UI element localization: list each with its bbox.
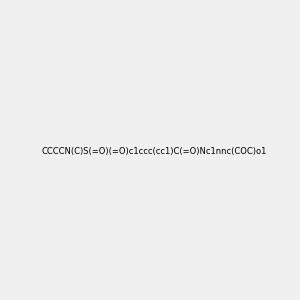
- Text: CCCCN(C)S(=O)(=O)c1ccc(cc1)C(=O)Nc1nnc(COC)o1: CCCCN(C)S(=O)(=O)c1ccc(cc1)C(=O)Nc1nnc(C…: [41, 147, 266, 156]
